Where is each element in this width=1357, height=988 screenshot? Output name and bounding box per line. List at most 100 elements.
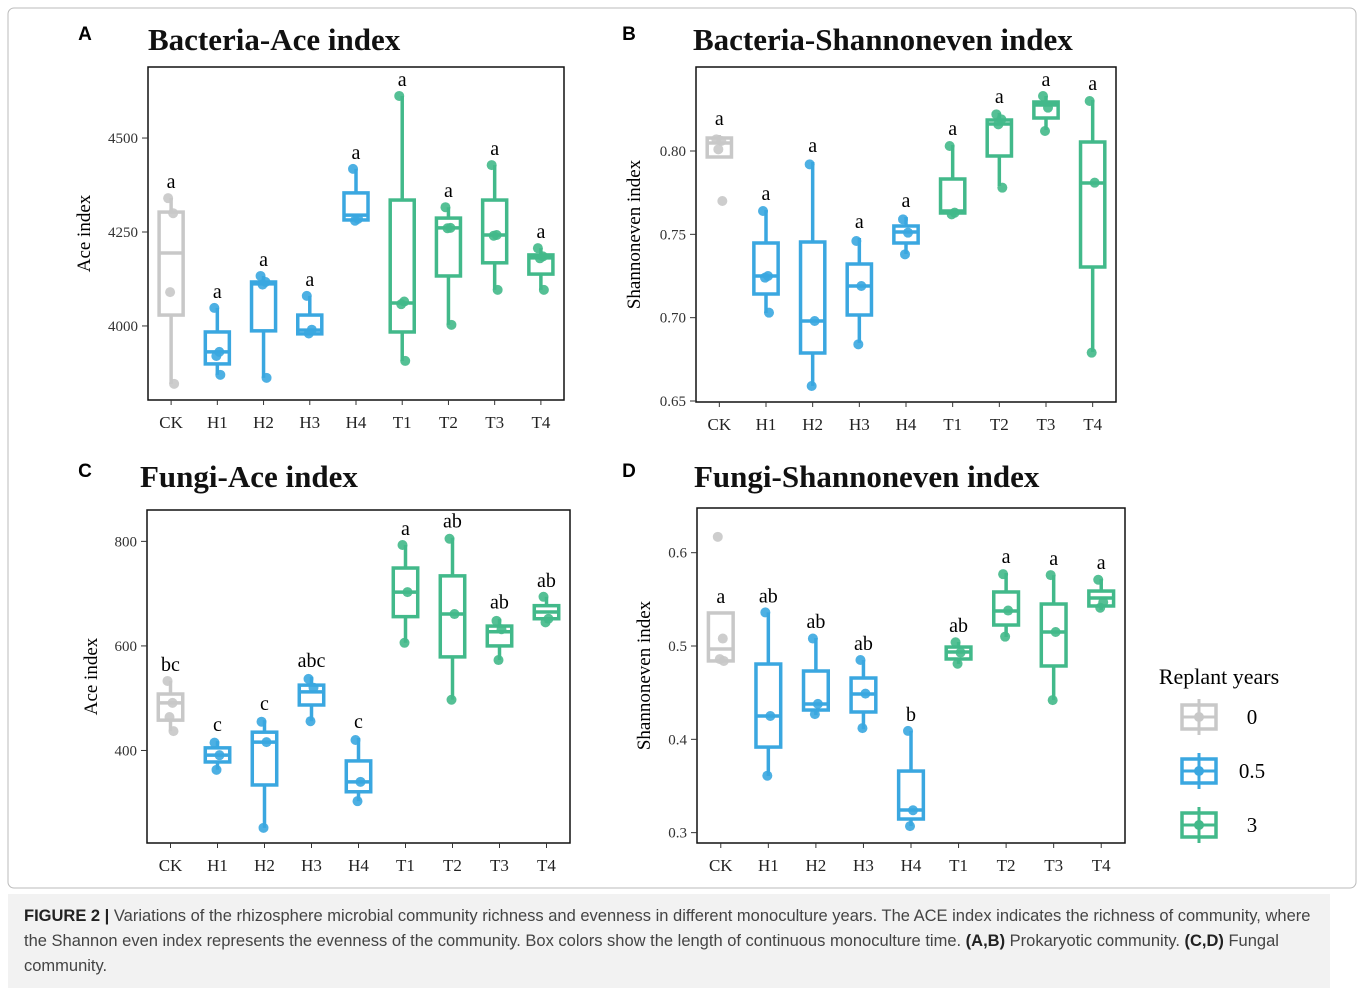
chart-title: Bacteria-Ace index [148, 22, 401, 57]
data-point [765, 710, 776, 721]
data-point [1000, 631, 1011, 642]
data-point [399, 637, 410, 648]
data-point [440, 202, 451, 213]
significance-letter: a [305, 269, 314, 291]
data-point [486, 160, 497, 171]
x-tick-label: H1 [758, 856, 779, 875]
data-point [1003, 605, 1014, 616]
x-tick-label: H2 [805, 856, 826, 875]
data-point [1084, 96, 1095, 106]
data-point [167, 697, 178, 708]
data-point [856, 281, 867, 291]
box [754, 662, 783, 749]
data-point [394, 90, 405, 101]
x-tick-label: H4 [348, 856, 369, 875]
significance-letter: a [490, 138, 499, 160]
data-point [538, 284, 549, 295]
data-point [496, 624, 507, 635]
x-tick-label: T4 [1092, 856, 1111, 875]
data-point [444, 533, 455, 544]
box [388, 198, 416, 334]
data-point [900, 249, 910, 260]
significance-letter: a [1097, 552, 1106, 574]
data-point [903, 725, 913, 736]
data-point [442, 223, 453, 234]
data-point [807, 633, 818, 644]
caption: FIGURE 2 | Variations of the rhizosphere… [8, 894, 1330, 988]
y-tick-label: 0.80 [660, 144, 686, 160]
significance-letter: a [167, 171, 176, 193]
data-point [1047, 695, 1058, 706]
legend-label: 3 [1247, 813, 1258, 837]
data-point [168, 726, 179, 737]
data-point [853, 339, 864, 350]
x-tick-label: T3 [485, 413, 504, 432]
data-point [209, 737, 220, 748]
data-point [908, 805, 918, 816]
significance-letter: a [902, 190, 911, 212]
legend-title: Replant years [1159, 664, 1279, 689]
x-tick-label: H2 [802, 415, 823, 434]
data-point [214, 750, 225, 761]
data-point [718, 655, 729, 666]
data-point [760, 607, 771, 618]
y-tick-label: 0.4 [668, 732, 687, 748]
y-tick-label: 600 [115, 639, 138, 655]
data-point [758, 206, 768, 216]
x-tick-label: CK [709, 856, 733, 875]
significance-letter: a [855, 211, 864, 233]
data-point [303, 328, 314, 339]
significance-letter: a [762, 183, 771, 205]
x-tick-label: H4 [346, 413, 367, 432]
data-point [716, 136, 727, 146]
x-tick-label: T4 [537, 856, 556, 875]
data-point [1095, 602, 1106, 613]
x-tick-label: T1 [393, 413, 412, 432]
x-tick-label: T1 [396, 856, 415, 875]
data-point [350, 215, 360, 226]
data-point [764, 307, 774, 318]
x-tick-label: T2 [990, 415, 1009, 434]
chart-title: Fungi-Ace index [140, 459, 358, 494]
caption-label: FIGURE 2 | [24, 907, 110, 925]
data-point [168, 208, 179, 219]
data-point [993, 119, 1004, 130]
significance-letter: a [716, 586, 725, 608]
y-tick-label: 0.3 [668, 826, 687, 842]
data-point [903, 227, 913, 238]
data-point [804, 159, 815, 170]
significance-letter: a [259, 249, 268, 271]
data-point [952, 658, 963, 669]
significance-letter: b [906, 704, 916, 726]
y-tick-label: 4000 [108, 319, 138, 335]
data-point [308, 682, 319, 693]
box [752, 241, 780, 296]
significance-letter: ab [490, 592, 509, 614]
y-axis-label: Ace index [81, 637, 102, 715]
y-axis-label: Shannoneven index [624, 159, 645, 309]
data-point [717, 633, 728, 644]
x-tick-label: T4 [531, 413, 550, 432]
data-point [261, 737, 272, 748]
significance-letter: ab [949, 615, 968, 637]
box [938, 177, 967, 215]
x-tick-label: CK [159, 413, 183, 432]
data-point [713, 144, 724, 155]
x-tick-label: H1 [756, 415, 777, 434]
data-point [1093, 574, 1104, 585]
significance-letter: a [948, 118, 957, 140]
data-point [305, 716, 316, 727]
x-tick-label: T2 [439, 413, 458, 432]
data-point [1089, 177, 1100, 188]
data-point [1043, 102, 1053, 113]
box [798, 240, 827, 355]
data-point [400, 355, 411, 366]
data-point [998, 569, 1009, 580]
y-tick-label: 0.70 [660, 311, 686, 327]
significance-letter: bc [161, 654, 180, 676]
significance-letter: a [398, 69, 407, 91]
data-point [950, 637, 961, 648]
data-point [256, 716, 267, 727]
significance-letter: a [536, 221, 545, 243]
data-point [955, 647, 966, 658]
